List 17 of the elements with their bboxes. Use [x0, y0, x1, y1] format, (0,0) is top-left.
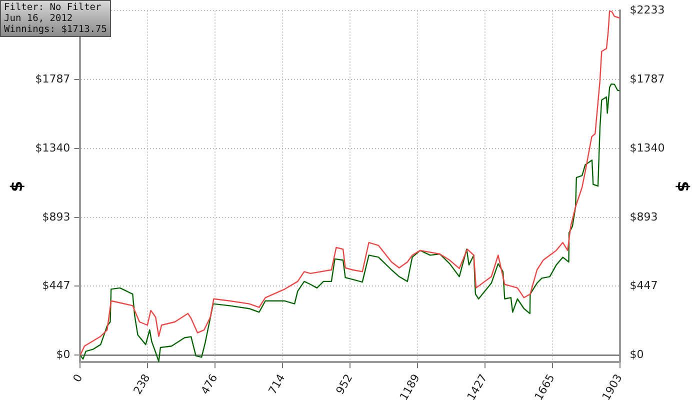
y2-axis-title: $ [674, 180, 694, 192]
y-axis-title: $ [6, 180, 26, 192]
y-tick-label: $0 [56, 348, 70, 362]
y2-tick-label: $0 [630, 348, 644, 362]
x-tick-label: 0 [70, 372, 86, 384]
y-tick-label: $1340 [35, 141, 70, 154]
text: Jun 16, 2012 [4, 13, 74, 24]
y2-tick-label: $2233 [630, 3, 665, 16]
y2-tick-label: $1787 [630, 72, 665, 86]
y-tick-label: $447 [42, 279, 70, 292]
y-tick-label: $1787 [35, 72, 70, 86]
annotation: Filter: No Filter [4, 2, 102, 13]
y2-tick-label: $447 [630, 279, 658, 292]
annotation: Winnings: $1713.75 [4, 24, 107, 35]
y-tick-label: $893 [42, 210, 70, 224]
y2-tick-label: $893 [630, 210, 658, 224]
y2-tick-label: $1340 [630, 141, 665, 154]
